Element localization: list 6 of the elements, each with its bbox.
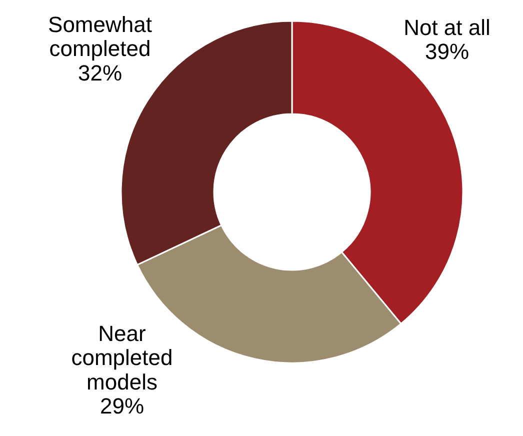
slice-label: Not at all xyxy=(404,14,490,40)
data-label: 32% xyxy=(78,60,122,86)
data-label: 29% xyxy=(100,394,144,418)
slice-label: Somewhat completed xyxy=(48,12,152,62)
slice-label: Near completed models xyxy=(71,320,173,394)
data-label: 39% xyxy=(424,39,470,64)
